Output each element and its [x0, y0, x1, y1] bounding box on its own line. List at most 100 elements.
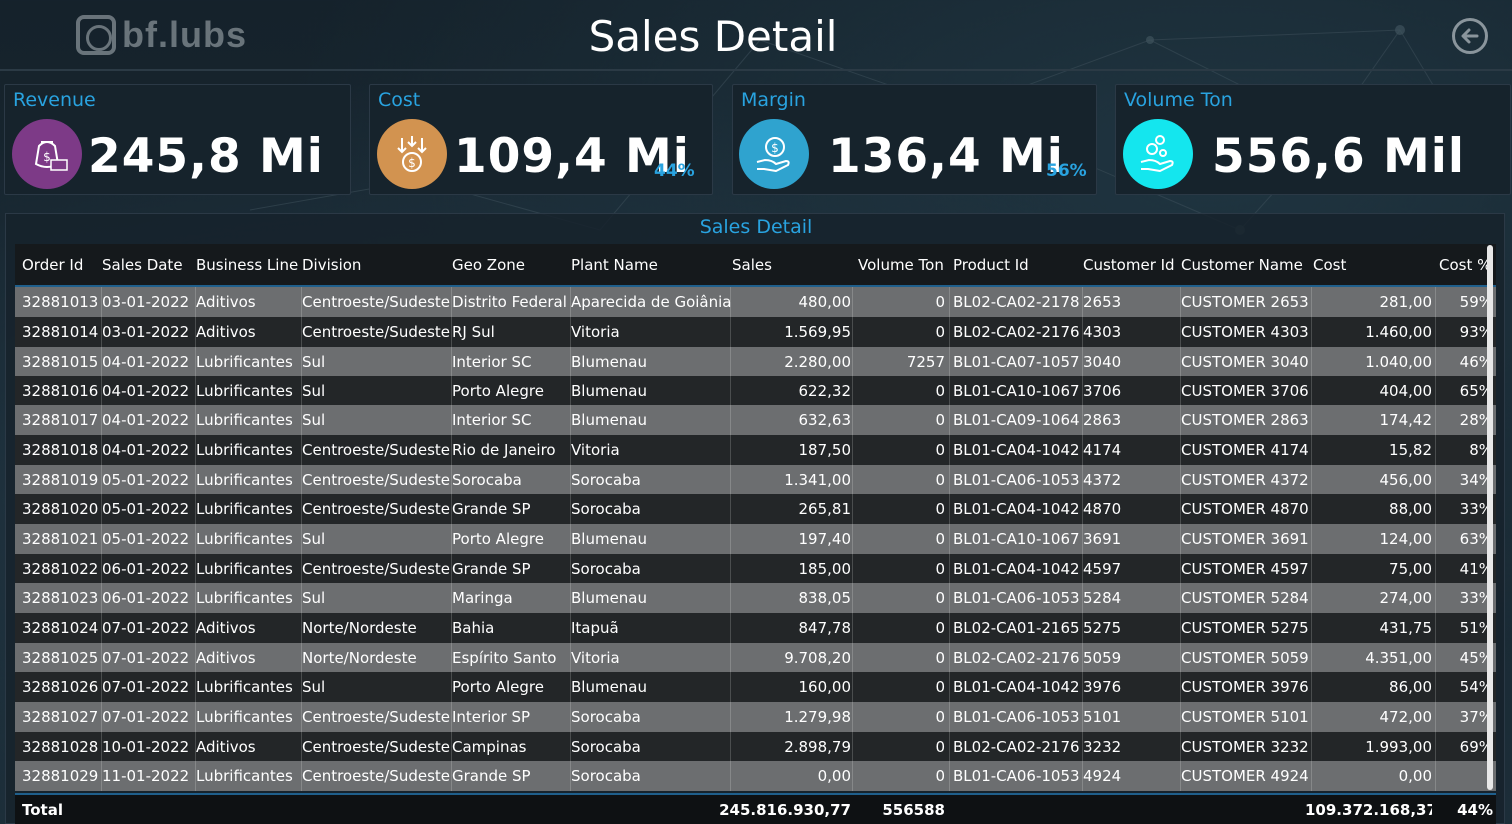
table-row[interactable]: 32881028 10-01-2022 Aditivos Centroeste/Sud… [15, 732, 1496, 762]
brand-logo-text: bf.lubs [122, 14, 247, 55]
cell-order-id: 32881014 [22, 323, 99, 341]
table-row[interactable]: 32881018 04-01-2022 Lubrificantes Centroest… [15, 435, 1496, 465]
table-row[interactable]: 32881016 04-01-2022 Lubrificantes Sul Porto … [15, 376, 1496, 406]
cell-business-line: Lubrificantes [196, 441, 293, 459]
cell-sales-date: 05-01-2022 [102, 471, 190, 489]
cell-divider [301, 435, 302, 465]
cell-divider [852, 465, 853, 495]
column-header-product-id[interactable]: Product Id [953, 256, 1029, 274]
scrollbar-thumb[interactable] [1487, 245, 1493, 790]
cell-divider [570, 732, 571, 762]
cell-geo-zone: Sorocaba [452, 471, 522, 489]
cell-customer-id: 3706 [1083, 382, 1122, 400]
table-row[interactable]: 32881020 05-01-2022 Lubrificantes Centroest… [15, 494, 1496, 524]
cell-divider [1082, 761, 1083, 791]
cell-division: Centroeste/Sudeste [302, 500, 451, 518]
table-row[interactable]: 32881014 03-01-2022 Aditivos Centroeste/Sud… [15, 317, 1496, 347]
cell-geo-zone: Distrito Federal [452, 293, 567, 311]
column-header-geo-zone[interactable]: Geo Zone [452, 256, 525, 274]
cell-divider [949, 317, 950, 347]
cell-divider [1435, 494, 1436, 524]
cell-divider [1082, 435, 1083, 465]
cell-geo-zone: Grande SP [452, 560, 531, 578]
table-row[interactable]: 32881023 06-01-2022 Lubrificantes Sul Maring… [15, 583, 1496, 613]
cell-divider [1082, 554, 1083, 584]
cell-divider [570, 761, 571, 791]
cell-customer-name: CUSTOMER 4303 [1181, 323, 1309, 341]
cell-divider [1435, 761, 1436, 791]
column-header-sales[interactable]: Sales [732, 256, 772, 274]
table-row[interactable]: 32881019 05-01-2022 Lubrificantes Centroest… [15, 465, 1496, 495]
column-header-cost[interactable]: Cost [1313, 256, 1347, 274]
cell-cost: 456,00 [1379, 471, 1433, 489]
column-header-customer-name[interactable]: Customer Name [1181, 256, 1303, 274]
cell-customer-id: 4303 [1083, 323, 1122, 341]
cell-divider [1311, 494, 1312, 524]
cell-plant-name: Blumenau [571, 678, 648, 696]
cell-divider [1311, 554, 1312, 584]
cell-divider [949, 554, 950, 584]
cell-divider [301, 643, 302, 673]
table-row[interactable]: 32881013 03-01-2022 Aditivos Centroeste/Sud… [15, 287, 1496, 317]
table-row[interactable]: 32881024 07-01-2022 Aditivos Norte/Nordeste… [15, 613, 1496, 643]
cell-customer-id: 2653 [1083, 293, 1122, 311]
table-row[interactable]: 32881025 07-01-2022 Aditivos Norte/Nordeste… [15, 643, 1496, 673]
cell-divider [1180, 554, 1181, 584]
cell-divider [730, 524, 731, 554]
table-row[interactable]: 32881029 11-01-2022 Lubrificantes Centroest… [15, 761, 1496, 791]
cell-volume-ton: 0 [935, 530, 945, 548]
column-header-order-id[interactable]: Order Id [22, 256, 84, 274]
cell-divider [451, 524, 452, 554]
cell-customer-id: 4372 [1083, 471, 1122, 489]
back-button[interactable] [1452, 18, 1488, 54]
cell-divider [451, 672, 452, 702]
cell-divider [1180, 317, 1181, 347]
cell-cost-percent: 51% [1459, 619, 1493, 637]
cell-cost: 472,00 [1379, 708, 1433, 726]
cell-customer-name: CUSTOMER 4174 [1181, 441, 1309, 459]
table-row[interactable]: 32881017 04-01-2022 Lubrificantes Sul Interi… [15, 405, 1496, 435]
table-row[interactable]: 32881015 04-01-2022 Lubrificantes Sul Interi… [15, 347, 1496, 377]
cell-divider [1180, 376, 1181, 406]
kpi-value: 245,8 Mi [88, 129, 324, 184]
cell-cost: 15,82 [1389, 441, 1432, 459]
cell-customer-name: CUSTOMER 4870 [1181, 500, 1309, 518]
column-header-division[interactable]: Division [302, 256, 362, 274]
cell-divider [451, 643, 452, 673]
cell-product-id: BL02-CA02-2178 [953, 293, 1080, 311]
cell-division: Centroeste/Sudeste [302, 441, 451, 459]
cell-divider [451, 554, 452, 584]
table-row[interactable]: 32881022 06-01-2022 Lubrificantes Centroest… [15, 554, 1496, 584]
cell-sales: 1.569,95 [784, 323, 851, 341]
column-header-business-line[interactable]: Business Line [196, 256, 299, 274]
cell-plant-name: Sorocaba [571, 767, 641, 785]
cell-cost-percent: 8% [1469, 441, 1493, 459]
cell-divider [730, 287, 731, 317]
cell-cost-percent: 45% [1459, 649, 1493, 667]
cell-divider [101, 347, 102, 377]
cell-plant-name: Blumenau [571, 589, 648, 607]
kpi-card-volume: Volume Ton 556,6 Mil [1115, 84, 1511, 195]
cell-volume-ton: 0 [935, 382, 945, 400]
cell-cost-percent: 65% [1459, 382, 1493, 400]
cell-sales: 9.708,20 [784, 649, 851, 667]
cell-divider [570, 583, 571, 613]
cell-divider [301, 672, 302, 702]
cell-divider [301, 761, 302, 791]
column-header-cost-percent[interactable]: Cost % [1439, 256, 1492, 274]
column-header-sales-date[interactable]: Sales Date [102, 256, 183, 274]
table-scrollbar[interactable] [1486, 245, 1494, 790]
cell-customer-name: CUSTOMER 3040 [1181, 353, 1309, 371]
cell-sales-date: 07-01-2022 [102, 619, 190, 637]
cell-business-line: Lubrificantes [196, 471, 293, 489]
cell-divider [301, 317, 302, 347]
column-header-volume-ton[interactable]: Volume Ton [858, 256, 944, 274]
column-header-customer-id[interactable]: Customer Id [1083, 256, 1175, 274]
cell-divider [1435, 465, 1436, 495]
column-header-plant-name[interactable]: Plant Name [571, 256, 658, 274]
table-row[interactable]: 32881021 05-01-2022 Lubrificantes Sul Porto … [15, 524, 1496, 554]
table-row[interactable]: 32881026 07-01-2022 Lubrificantes Sul Porto … [15, 672, 1496, 702]
kpi-value: 136,4 Mi [828, 129, 1064, 184]
hand-bubbles-icon [1123, 119, 1193, 189]
table-row[interactable]: 32881027 07-01-2022 Lubrificantes Centroest… [15, 702, 1496, 732]
